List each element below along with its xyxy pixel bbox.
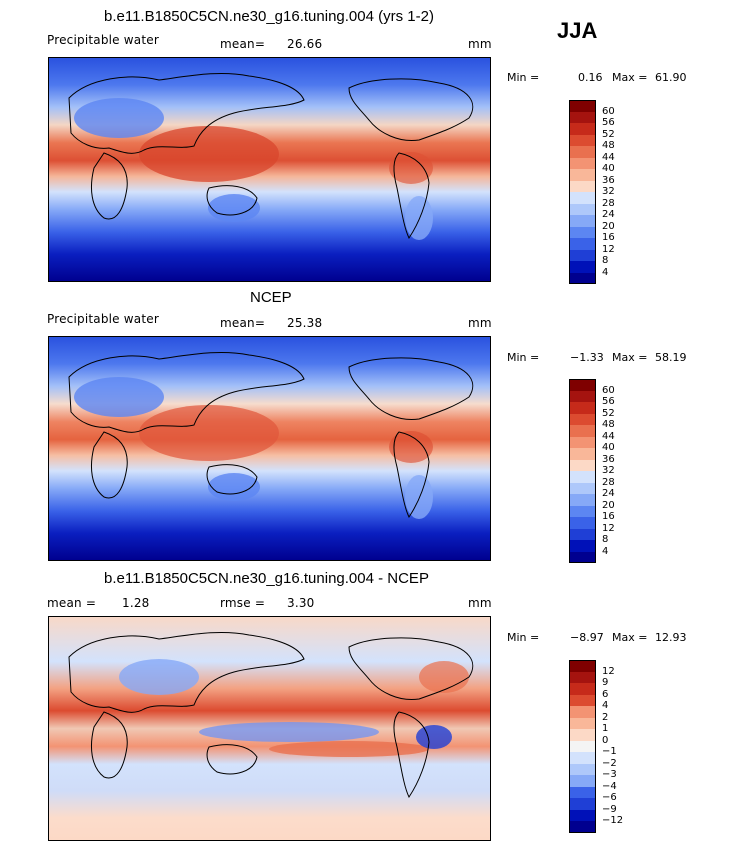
panel1-dry-sahara <box>74 98 164 138</box>
colorbar-tick-label: 8 <box>602 255 609 266</box>
colorbar-tick-label: 52 <box>602 407 615 419</box>
colorbar-tick-label: 48 <box>602 419 615 430</box>
colorbar-frame <box>569 379 596 563</box>
panel2-min-value: −1.33 <box>570 351 604 364</box>
colorbar-tick-label: 48 <box>602 140 615 151</box>
panel3-mean-value: 1.28 <box>122 596 150 610</box>
colorbar-tick-label: 4 <box>602 545 609 557</box>
colorbar-tick-label: 20 <box>602 220 615 232</box>
colorbar-tick-label: 28 <box>602 476 615 488</box>
colorbar-tick-label: 2 <box>602 711 609 723</box>
colorbar-tick-label: 20 <box>602 499 615 511</box>
panel2-coastlines <box>68 351 474 518</box>
colorbar-tick-label: −6 <box>602 792 617 803</box>
colorbar-tick-label: 4 <box>602 266 609 278</box>
colorbar-tick-label: 12 <box>602 522 615 534</box>
panel1-mean-label: mean= <box>220 37 266 51</box>
colorbar-tick-label: 12 <box>602 243 615 255</box>
colorbar-tick-label: 32 <box>602 465 615 476</box>
colorbar-tick-label: 1 <box>602 723 609 734</box>
panel1-title: b.e11.B1850C5CN.ne30_g16.tuning.004 (yrs… <box>104 8 434 25</box>
panel3-max-value: 12.93 <box>655 631 687 644</box>
panel3-map <box>48 616 491 841</box>
colorbar-tick-label: 56 <box>602 117 615 128</box>
colorbar-tick-label: −12 <box>602 815 624 826</box>
panel3-max-label: Max = <box>612 631 648 644</box>
colorbar-tick-label: 6 <box>602 688 609 700</box>
season-label: JJA <box>557 18 598 43</box>
colorbar-tick-label: −2 <box>602 757 617 769</box>
panel2-mean-label: mean= <box>220 316 266 330</box>
panel2-dry-australia <box>208 473 260 501</box>
panel1-min-value: 0.16 <box>578 71 603 84</box>
colorbar-tick-label: 36 <box>602 174 615 186</box>
panel1-warm-pool <box>139 126 279 182</box>
panel3-min-value: −8.97 <box>570 631 604 644</box>
colorbar-tick-label: 0 <box>602 734 609 746</box>
colorbar-tick-label: 40 <box>602 163 615 174</box>
panel2-title: NCEP <box>250 289 292 306</box>
panel1-min-label: Min = <box>507 71 540 84</box>
colorbar-tick-label: 16 <box>602 511 615 522</box>
colorbar-tick-label: 8 <box>602 534 609 545</box>
panel2-max-value: 58.19 <box>655 351 687 364</box>
colorbar-tick-label: 40 <box>602 442 615 453</box>
colorbar-tick-label: −1 <box>602 746 617 757</box>
panel3-blue-india <box>119 659 199 695</box>
panel2-map <box>48 336 491 561</box>
panel1-mean-value: 26.66 <box>287 37 323 51</box>
panel1-max-value: 61.90 <box>655 71 687 84</box>
panel2-variable-label: Precipitable water <box>47 312 159 326</box>
colorbar-tick-label: 36 <box>602 453 615 465</box>
colorbar-tick-label: −3 <box>602 769 617 780</box>
panel3-rmse-value: 3.30 <box>287 596 315 610</box>
panel1-variable-label: Precipitable water <box>47 33 159 47</box>
colorbar-frame <box>569 100 596 284</box>
panel2-mean-value: 25.38 <box>287 316 323 330</box>
panel1-map <box>48 57 491 282</box>
panel2-moist-samerica <box>389 431 433 463</box>
panel1-max-label: Max = <box>612 71 648 84</box>
panel1-moist-samerica <box>389 152 433 184</box>
colorbar-tick-label: −4 <box>602 780 617 792</box>
panel2-units: mm <box>468 316 492 330</box>
panel3-red-spcz <box>269 741 429 757</box>
colorbar-tick-label: 24 <box>602 488 615 499</box>
panel1-coastlines <box>68 72 474 239</box>
colorbar-tick-label: 28 <box>602 197 615 209</box>
colorbar-tick-label: 16 <box>602 232 615 243</box>
panel2-dry-sahara <box>74 377 164 417</box>
panel2-warm-pool <box>139 405 279 461</box>
colorbar-tick-label: 32 <box>602 186 615 197</box>
colorbar-tick-label: −9 <box>602 803 617 815</box>
panel3-coastlines <box>68 631 474 798</box>
panel3-units: mm <box>468 596 492 610</box>
panel1-units: mm <box>468 37 492 51</box>
colorbar-tick-label: 44 <box>602 151 615 163</box>
panel3-mean-label: mean = <box>47 596 97 610</box>
colorbar-tick-label: 9 <box>602 677 609 688</box>
panel2-dry-southamerica <box>405 475 433 519</box>
colorbar-tick-label: 52 <box>602 128 615 140</box>
colorbar-tick-label: 4 <box>602 700 609 711</box>
colorbar-tick-label: 44 <box>602 430 615 442</box>
panel1-dry-australia <box>208 194 260 222</box>
colorbar-tick-label: 24 <box>602 209 615 220</box>
colorbar-tick-label: 60 <box>602 384 615 396</box>
colorbar-tick-label: 60 <box>602 105 615 117</box>
panel1-dry-southamerica <box>405 196 433 240</box>
panel3-min-label: Min = <box>507 631 540 644</box>
panel3-title: b.e11.B1850C5CN.ne30_g16.tuning.004 - NC… <box>104 570 429 587</box>
colorbar-frame <box>569 660 596 833</box>
panel3-rmse-label: rmse = <box>220 596 266 610</box>
colorbar-tick-label: 56 <box>602 396 615 407</box>
colorbar-tick-label: 12 <box>602 665 615 677</box>
panel2-max-label: Max = <box>612 351 648 364</box>
panel3-red-na <box>419 661 469 693</box>
panel3-blue-brazil <box>416 725 452 749</box>
panel2-min-label: Min = <box>507 351 540 364</box>
panel3-blue-tropics <box>199 722 379 742</box>
